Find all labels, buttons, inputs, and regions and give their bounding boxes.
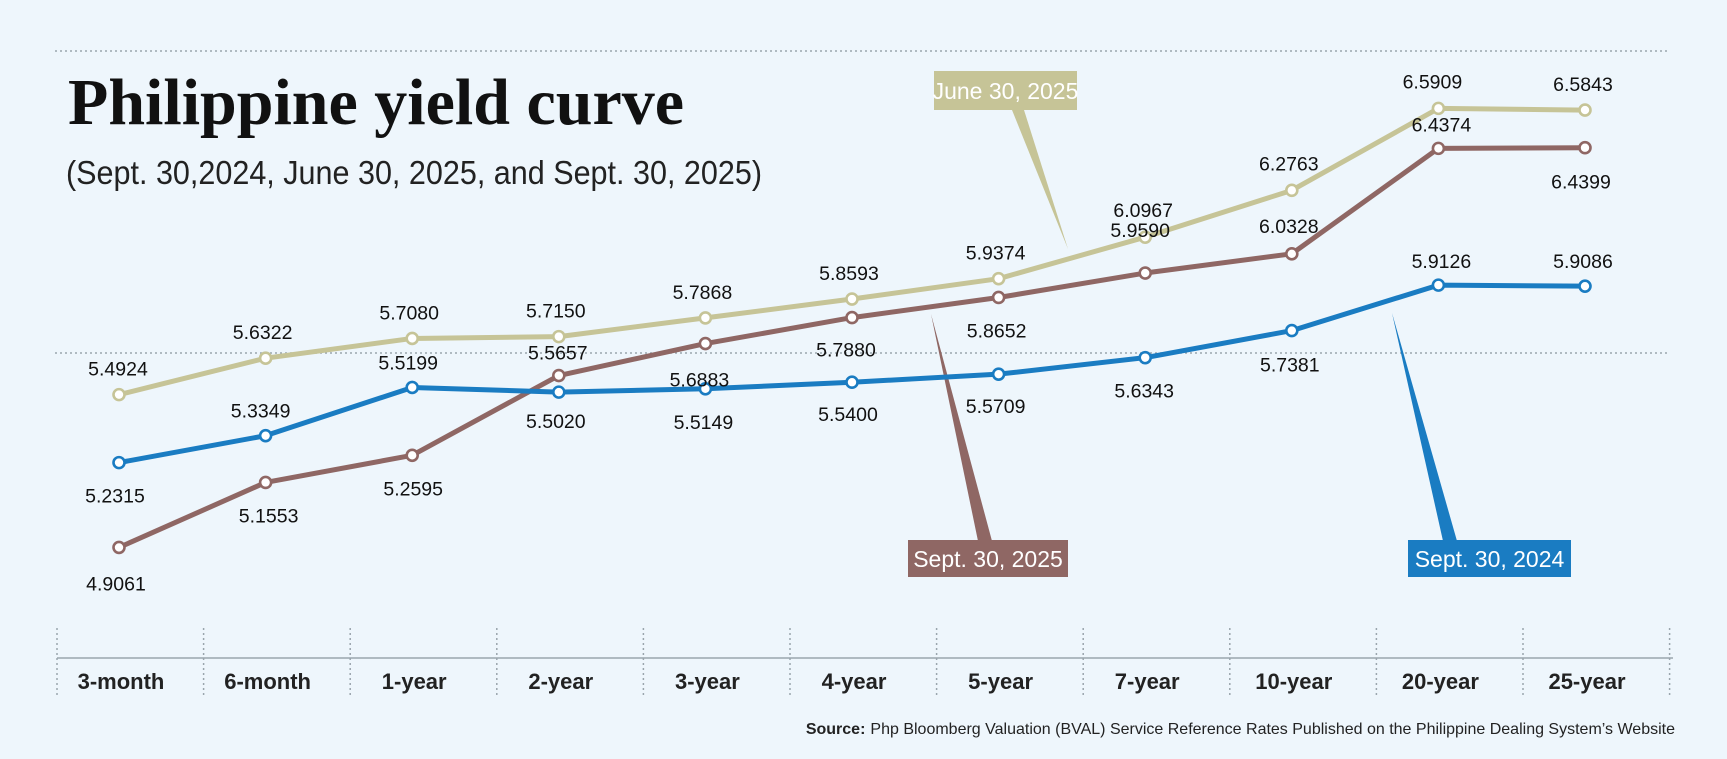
data-label-sept-30-2025-25-year: 6.4399 [1551,172,1611,194]
data-label-sept-30-2025-5-year: 5.8652 [967,320,1027,342]
data-point-sept-30-2025-2-year [551,368,566,383]
data-label-sept-30-2025-3-month: 4.9061 [86,573,146,595]
data-label-sept-30-2025-2-year: 5.5657 [528,343,588,365]
data-label-june-30-2025-7-year: 6.0967 [1113,200,1173,222]
legend-pointer-sept-30-2025 [931,314,992,541]
data-point-sept-30-2024-3-month [112,455,126,470]
data-point-sept-30-2025-7-year [1138,266,1152,280]
data-label-sept-30-2024-25-year: 5.9086 [1553,251,1613,273]
legend-label-june-30-2025: June 30, 2025 [933,78,1079,104]
data-point-sept-30-2024-25-year [1578,279,1592,293]
data-label-june-30-2025-6-month: 5.6322 [233,322,293,344]
legend-label-sept-30-2024: Sept. 30, 2024 [1415,546,1565,572]
legend-label-sept-30-2025: Sept. 30, 2025 [913,546,1063,572]
data-label-june-30-2025-3-year: 5.7868 [673,282,733,304]
data-label-june-30-2025-3-month: 5.4924 [88,359,148,381]
chart-title: Philippine yield curve [68,66,684,139]
data-label-sept-30-2025-3-year: 5.6883 [670,370,730,392]
x-tick-label-2-year: 2-year [528,669,593,694]
x-tick-label-25-year: 25-year [1548,669,1626,694]
data-label-sept-30-2025-6-month: 5.1553 [239,505,299,527]
legend-june-30-2025: June 30, 2025 [933,71,1079,110]
x-tick-label-6-month: 6-month [224,669,311,694]
data-point-sept-30-2025-25-year [1578,140,1592,155]
data-label-sept-30-2025-20-year: 6.4374 [1412,114,1472,136]
legend-pointer-sept-30-2024 [1392,313,1457,541]
data-label-june-30-2025-20-year: 6.5909 [1403,71,1463,93]
data-point-sept-30-2024-6-month [258,428,273,443]
legend-leader-lines [931,110,1457,541]
data-point-sept-30-2024-4-year [845,375,859,390]
data-label-sept-30-2025-7-year: 5.9590 [1110,220,1170,242]
source-note: Source: Php Bloomberg Valuation (BVAL) Se… [806,721,1675,738]
data-point-sept-30-2024-2-year [551,385,566,399]
x-tick-label-3-month: 3-month [78,669,165,694]
data-point-june-30-2025-1-year [405,331,420,346]
data-point-june-30-2025-7-year [1138,230,1152,244]
data-point-sept-30-2024-5-year [991,367,1006,381]
data-label-sept-30-2024-5-year: 5.5709 [966,396,1026,418]
legend-pointer-june-30-2025 [1012,110,1068,249]
data-label-sept-30-2024-2-year: 5.5020 [526,411,586,433]
x-axis: 3-month 6-month 1-year 2-year 3-year 4-year 5-… [56,628,1673,696]
source-text: Php Bloomberg Valuation (BVAL) Service R… [870,721,1675,738]
data-label-june-30-2025-10-year: 6.2763 [1259,153,1319,175]
data-point-sept-30-2025-6-month [258,475,273,490]
x-tick-label-3-year: 3-year [675,669,740,694]
data-label-june-30-2025-5-year: 5.9374 [966,243,1026,265]
data-label-sept-30-2024-3-month: 5.2315 [85,486,145,508]
legend-sept-30-2025: Sept. 30, 2025 [908,540,1068,577]
data-point-june-30-2025-3-month [112,387,126,402]
data-label-sept-30-2024-4-year: 5.5400 [818,404,878,426]
data-point-sept-30-2025-1-year [405,448,420,463]
data-point-sept-30-2025-20-year [1431,141,1446,156]
data-label-sept-30-2024-6-month: 5.3349 [231,401,291,423]
source-label: Source: [806,721,866,738]
data-point-sept-30-2024-1-year [405,380,420,395]
legend-sept-30-2024: Sept. 30, 2024 [1408,540,1571,577]
data-label-june-30-2025-25-year: 6.5843 [1553,74,1613,96]
data-label-sept-30-2025-10-year: 6.0328 [1259,216,1319,238]
data-point-sept-30-2025-10-year [1285,247,1299,261]
data-label-sept-30-2024-10-year: 5.7381 [1260,355,1320,377]
data-label-sept-30-2025-1-year: 5.2595 [383,478,443,500]
data-point-june-30-2025-6-month [258,351,273,365]
x-tick-label-20-year: 20-year [1402,669,1480,694]
data-label-sept-30-2024-1-year: 5.5199 [378,352,438,374]
x-tick-label-5-year: 5-year [968,669,1033,694]
data-label-june-30-2025-2-year: 5.7150 [526,301,586,323]
chart-subtitle: (Sept. 30,2024, June 30, 2025, and Sept.… [66,154,762,191]
data-point-sept-30-2025-5-year [991,290,1006,305]
data-point-sept-30-2024-3-year [698,381,713,396]
data-point-june-30-2025-3-year [698,311,713,325]
data-point-sept-30-2024-7-year [1138,350,1152,365]
data-point-sept-30-2025-4-year [845,310,859,325]
data-point-sept-30-2025-3-year [698,336,713,351]
data-point-june-30-2025-20-year [1431,101,1446,116]
data-point-june-30-2025-4-year [845,292,859,306]
data-point-sept-30-2024-10-year [1285,323,1299,338]
data-point-june-30-2025-5-year [991,271,1006,286]
data-label-layer: 5.4924 5.6322 5.7080 5.7150 5.7868 5.8593 5.93… [85,71,1613,595]
legend-box-sept-30-2024 [1408,540,1571,577]
data-label-june-30-2025-1-year: 5.7080 [379,302,439,324]
data-point-sept-30-2025-3-month [112,540,126,555]
legend-box-june-30-2025 [934,71,1077,110]
series-layer [112,101,1592,555]
data-label-sept-30-2024-3-year: 5.5149 [674,412,734,434]
x-tick-label-10-year: 10-year [1255,669,1333,694]
legend-box-sept-30-2025 [908,540,1068,577]
data-point-june-30-2025-10-year [1285,183,1299,198]
data-point-june-30-2025-2-year [551,329,566,344]
data-label-sept-30-2024-7-year: 5.6343 [1114,381,1174,403]
x-tick-label-1-year: 1-year [382,669,447,694]
data-point-june-30-2025-25-year [1578,103,1592,117]
x-tick-label-7-year: 7-year [1115,669,1180,694]
x-tick-label-4-year: 4-year [822,669,887,694]
data-point-sept-30-2024-20-year [1431,278,1446,292]
data-label-june-30-2025-4-year: 5.8593 [819,263,879,285]
data-label-sept-30-2025-4-year: 5.7880 [816,340,876,362]
data-label-sept-30-2024-20-year: 5.9126 [1412,251,1472,273]
